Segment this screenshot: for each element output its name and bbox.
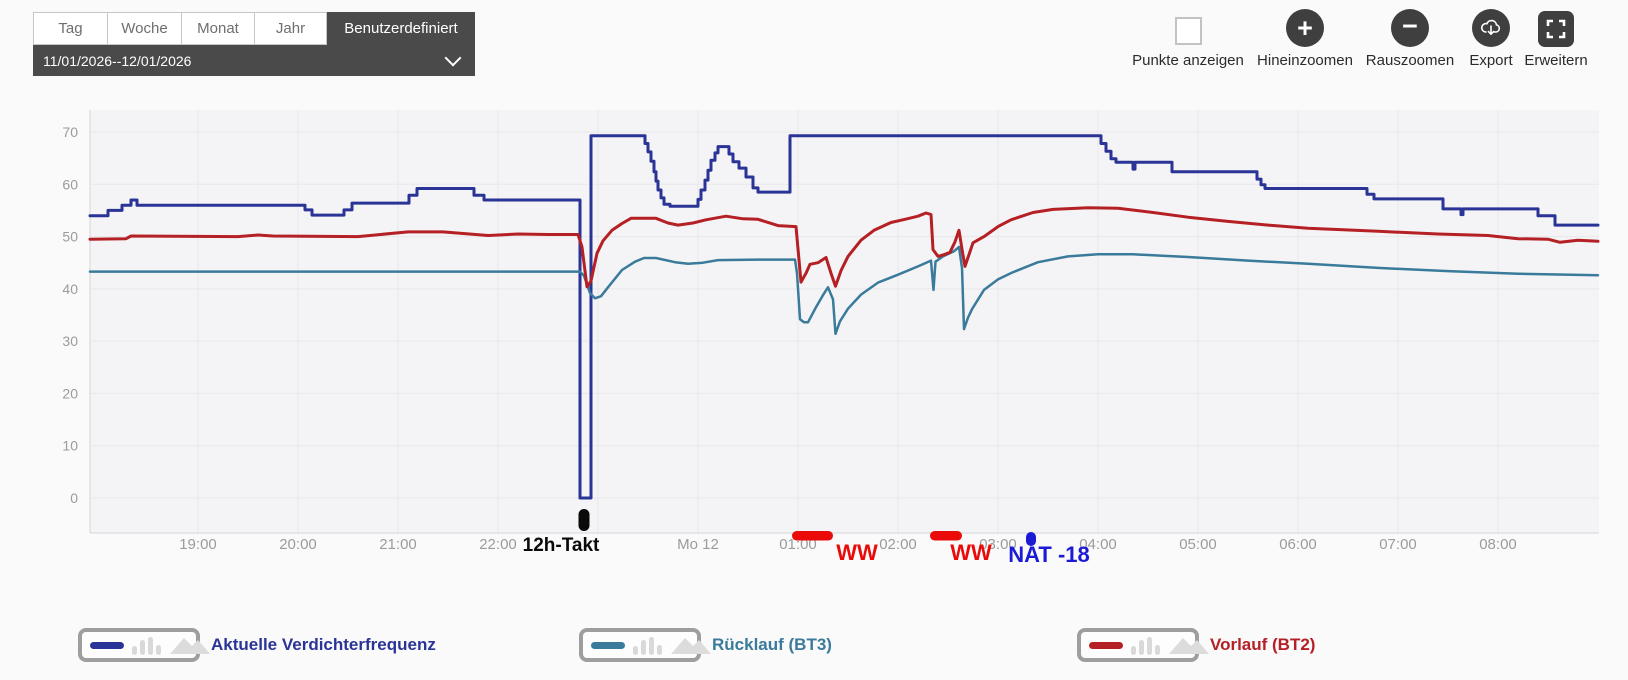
svg-text:60: 60 [62,176,78,192]
svg-text:50: 50 [62,229,78,245]
svg-text:20: 20 [62,385,78,401]
legend-item-vorlauf[interactable]: Vorlauf (BT2) [1077,628,1315,662]
svg-text:20:00: 20:00 [279,536,317,553]
legend-label: Aktuelle Verdichterfrequenz [211,635,436,654]
svg-text:02:00: 02:00 [879,536,917,553]
show-points-label: Punkte anzeigen [1132,52,1244,69]
legend-label: Vorlauf (BT2) [1210,635,1316,654]
area-style-icon [1169,638,1209,654]
expand-button[interactable] [1538,10,1574,47]
svg-text:03:00: 03:00 [979,536,1017,553]
show-points-control: Punkte anzeigen [1118,8,1258,69]
legend-swatch [78,628,210,662]
legend-item-verdichterfrequenz[interactable]: Aktuelle Verdichterfrequenz [78,628,436,662]
tab-jahr[interactable]: Jahr [254,12,327,45]
area-style-icon [170,638,210,654]
zoom-in-button[interactable]: + [1286,9,1324,47]
time-range-tabs: Tag Woche Monat Jahr Benutzerdefiniert [33,12,475,45]
svg-text:70: 70 [62,124,78,140]
legend-swatch [579,628,711,662]
svg-text:07:00: 07:00 [1379,536,1417,553]
zoom-out-button[interactable]: − [1391,9,1429,47]
tab-tag[interactable]: Tag [33,12,107,45]
svg-text:0: 0 [70,490,78,506]
svg-text:12h-Takt: 12h-Takt [523,535,600,556]
svg-text:WW: WW [836,540,878,565]
bar-style-icon [132,635,161,655]
svg-text:30: 30 [62,333,78,349]
zoom-out-control: − Rauszoomen [1340,8,1480,69]
svg-text:WW: WW [950,540,992,565]
svg-text:21:00: 21:00 [379,536,417,553]
zoom-out-label: Rauszoomen [1365,52,1455,69]
timeseries-chart: 0 10 20 30 40 50 60 70 19:00 20:00 21:00 22:00 Mo 12… [62,110,1600,567]
export-button[interactable] [1472,9,1510,47]
plus-icon: + [1297,12,1313,43]
zoom-in-label: Hineinzoomen [1257,52,1353,69]
area-style-icon [671,638,711,654]
expand-control: Erweitern [1486,8,1626,69]
legend-label: Rücklauf (BT3) [712,635,832,654]
svg-text:19:00: 19:00 [179,536,217,553]
date-range-value: 11/01/2026--12/01/2026 [43,52,192,69]
line-style-icon [90,641,124,649]
expand-label: Erweitern [1524,52,1588,69]
legend-swatch [1077,628,1209,662]
minus-icon: − [1402,10,1418,41]
date-range-dropdown[interactable]: 11/01/2026--12/01/2026 [33,45,475,76]
tab-monat[interactable]: Monat [181,12,254,45]
svg-text:22:00: 22:00 [479,536,517,553]
svg-text:NAT -18: NAT -18 [1008,542,1090,567]
legend-item-ruecklauf[interactable]: Rücklauf (BT3) [579,628,832,662]
svg-text:04:00: 04:00 [1079,536,1117,553]
line-style-icon [591,641,625,649]
svg-text:Mo 12: Mo 12 [677,536,719,553]
export-label: Export [1469,52,1513,69]
svg-text:05:00: 05:00 [1179,536,1217,553]
svg-text:06:00: 06:00 [1279,536,1317,553]
line-style-icon [1089,641,1123,649]
bar-style-icon [633,635,662,655]
bar-style-icon [1131,635,1160,655]
tab-benutzerdefiniert[interactable]: Benutzerdefiniert [327,12,475,45]
show-points-checkbox[interactable] [1174,16,1202,45]
svg-text:40: 40 [62,281,78,297]
fullscreen-icon [1546,19,1566,38]
export-control: Export [1421,8,1561,69]
zoom-in-control: + Hineinzoomen [1235,8,1375,69]
chevron-down-icon [444,49,462,67]
svg-text:10: 10 [62,438,78,454]
svg-text:08:00: 08:00 [1479,536,1517,553]
tab-woche[interactable]: Woche [107,12,181,45]
cloud-download-icon [1481,19,1501,35]
